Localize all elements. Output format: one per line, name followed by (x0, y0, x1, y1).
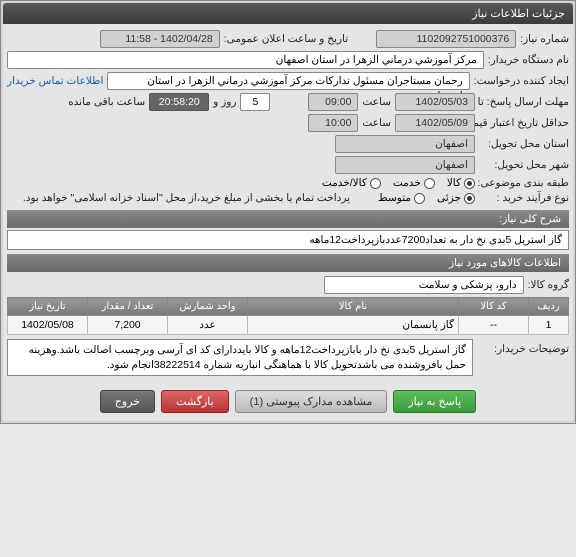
lbl-price-valid: حداقل تاریخ اعتبار قیمت: تا تاریخ: (479, 117, 569, 130)
row-need-no: شماره نیاز: 1102092751000376 تاریخ و ساع… (7, 30, 569, 48)
th-date: تاریخ نیاز (8, 298, 88, 316)
lbl-send-deadline: مهلت ارسال پاسخ: تا تاریخ: (479, 96, 569, 109)
row-buyer: نام دستگاه خریدار: مركز آموزشي درماني ال… (7, 51, 569, 69)
need-summary-value: گاز استریل 5بدی نخ دار به تعداد7200عددبا… (7, 230, 569, 250)
lbl-buyer: نام دستگاه خریدار: (488, 54, 569, 66)
row-buy-process: نوع فرآیند خرید : جزئی متوسط پرداخت تمام… (7, 192, 569, 204)
row-goods-group: گروه کالا: دارو، پزشکی و سلامت (7, 276, 569, 294)
td-code: -- (459, 316, 529, 335)
radio-dot-service (424, 178, 435, 189)
td-name: گاز پانسمان (248, 316, 459, 335)
panel-title: جزئیات اطلاعات نیاز (472, 8, 565, 20)
row-province: استان محل تحویل: اصفهان (7, 135, 569, 153)
exit-button[interactable]: خروج (100, 390, 155, 413)
radio-both[interactable]: کالا/خدمت (322, 177, 381, 189)
val-announce-dt: 1402/04/28 - 11:58 (100, 30, 220, 48)
val-price-time: 10:00 (308, 114, 358, 132)
back-button[interactable]: بازگشت (161, 390, 229, 413)
radio-lbl-goods: کالا (447, 177, 461, 189)
th-code: کد کالا (459, 298, 529, 316)
val-buyer-notes: گاز استریل 5بدی نخ دار بابازپرداخت12ماهه… (7, 339, 473, 376)
radio-lbl-both: کالا/خدمت (322, 177, 367, 189)
td-qty: 7,200 (88, 316, 168, 335)
radio-lbl-medium: متوسط (378, 192, 411, 204)
radio-partial[interactable]: جزئی (437, 192, 475, 204)
radio-lbl-service: خدمت (393, 177, 421, 189)
radio-dot-goods (464, 178, 475, 189)
lbl-payment-note: پرداخت تمام یا بخشی از مبلغ خرید،از محل … (23, 192, 350, 204)
items-info-header: اطلاعات کالاهای مورد نیاز (7, 254, 569, 272)
val-send-date: 1402/05/03 (395, 93, 475, 111)
val-goods-group: دارو، پزشکی و سلامت (324, 276, 524, 294)
radio-dot-partial (464, 193, 475, 204)
row-buyer-notes: توضیحات خریدار: گاز استریل 5بدی نخ دار ب… (7, 339, 569, 376)
val-need-no: 1102092751000376 (376, 30, 516, 48)
respond-button[interactable]: پاسخ به نیاز (393, 390, 476, 413)
footer-buttons: پاسخ به نیاز مشاهده مدارک پیوستی (1) باز… (3, 382, 573, 421)
table-header-row: ردیف کد کالا نام کالا واحد شمارش تعداد /… (8, 298, 569, 316)
val-send-time: 09:00 (308, 93, 358, 111)
panel-header: جزئیات اطلاعات نیاز (3, 3, 573, 24)
lbl-city: شهر محل تحویل: (479, 159, 569, 171)
radio-dot-both (370, 178, 381, 189)
view-attachments-button[interactable]: مشاهده مدارک پیوستی (1) (235, 390, 388, 413)
table-row[interactable]: 1 -- گاز پانسمان عدد 7,200 1402/05/08 (8, 316, 569, 335)
th-row: ردیف (529, 298, 569, 316)
val-province: اصفهان (335, 135, 475, 153)
td-unit: عدد (168, 316, 248, 335)
lbl-need-no: شماره نیاز: (520, 33, 569, 45)
row-subject-class: طبقه بندی موضوعی: کالا خدمت کالا/خدمت (7, 177, 569, 189)
th-unit: واحد شمارش (168, 298, 248, 316)
lbl-announce-dt: تاریخ و ساعت اعلان عمومی: (224, 33, 348, 45)
lbl-requester: ایجاد کننده درخواست: (474, 75, 569, 87)
val-price-date: 1402/05/09 (395, 114, 475, 132)
row-price-valid: حداقل تاریخ اعتبار قیمت: تا تاریخ: 1402/… (7, 114, 569, 132)
subject-class-radios: کالا خدمت کالا/خدمت (322, 177, 475, 189)
row-send-deadline: مهلت ارسال پاسخ: تا تاریخ: 1402/05/03 سا… (7, 93, 569, 111)
buy-process-radios: جزئی متوسط (378, 192, 475, 204)
items-table: ردیف کد کالا نام کالا واحد شمارش تعداد /… (7, 297, 569, 335)
radio-dot-medium (414, 193, 425, 204)
radio-lbl-partial: جزئی (437, 192, 461, 204)
row-requester: ایجاد کننده درخواست: رحمان مستاجران مسئو… (7, 72, 569, 90)
lbl-province: استان محل تحویل: (479, 138, 569, 150)
th-name: نام کالا (248, 298, 459, 316)
val-buyer: مركز آموزشي درماني الزهرا در استان اصفها… (7, 51, 484, 69)
lbl-remaining: ساعت باقی مانده (68, 96, 145, 108)
lbl-buyer-notes: توضیحات خریدار: (479, 339, 569, 355)
lbl-goods-group: گروه کالا: (528, 279, 569, 291)
lbl-buy-process: نوع فرآیند خرید : (479, 192, 569, 204)
val-city: اصفهان (335, 156, 475, 174)
th-qty: تعداد / مقدار (88, 298, 168, 316)
val-days-left: 5 (240, 93, 270, 111)
need-summary-label: شرح کلی نیاز: (7, 210, 569, 228)
lbl-subject-class: طبقه بندی موضوعی: (479, 177, 569, 189)
td-row: 1 (529, 316, 569, 335)
radio-medium[interactable]: متوسط (378, 192, 425, 204)
form-area: شماره نیاز: 1102092751000376 تاریخ و ساع… (3, 24, 573, 382)
td-date: 1402/05/08 (8, 316, 88, 335)
val-countdown: 20:58:20 (149, 93, 209, 111)
lbl-hour-2: ساعت (362, 117, 391, 129)
lbl-hour-1: ساعت (362, 96, 391, 108)
main-panel: جزئیات اطلاعات نیاز شماره نیاز: 11020927… (0, 0, 576, 424)
link-contact-info[interactable]: اطلاعات تماس خریدار (7, 75, 103, 87)
radio-service[interactable]: خدمت (393, 177, 435, 189)
lbl-day: روز و (213, 96, 236, 108)
row-city: شهر محل تحویل: اصفهان (7, 156, 569, 174)
radio-goods[interactable]: کالا (447, 177, 475, 189)
val-requester: رحمان مستاجران مسئول تدارکات مرکز آموزشي… (107, 72, 469, 90)
